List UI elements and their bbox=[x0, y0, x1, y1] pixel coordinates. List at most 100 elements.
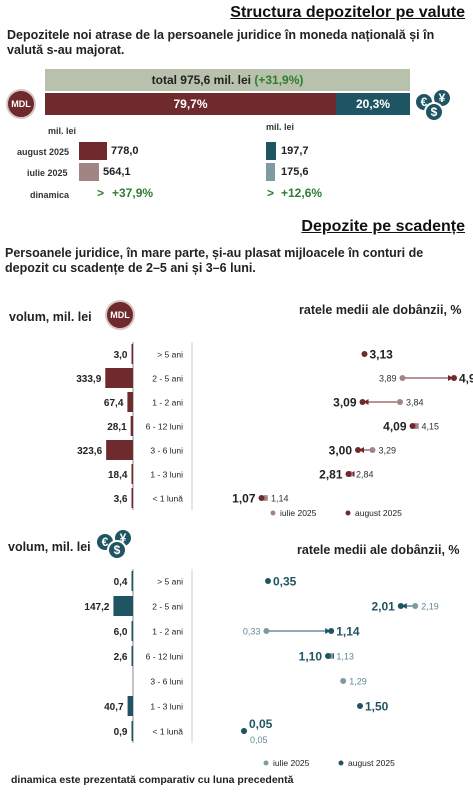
category-label: 1 - 2 ani bbox=[152, 627, 183, 637]
rate-label-iulie: 1,29 bbox=[349, 677, 367, 687]
fx-august-value: 197,7 bbox=[281, 145, 309, 157]
total-label: total 975,6 mil. lei bbox=[151, 73, 251, 87]
rate-label-august: 1,14 bbox=[336, 625, 360, 639]
volume-bar bbox=[131, 488, 133, 508]
category-label: 3 - 6 luni bbox=[150, 446, 183, 456]
volume-value-label: 28,1 bbox=[107, 422, 127, 433]
footnote: dinamica este prezentată comparativ cu l… bbox=[11, 774, 294, 786]
rate-dot-iulie bbox=[340, 678, 347, 684]
mdl-august-value: 778,0 bbox=[111, 145, 139, 157]
legend-label-iulie: iulie 2025 bbox=[280, 508, 317, 518]
volume-value-label: 67,4 bbox=[104, 398, 124, 409]
category-label: 1 - 3 luni bbox=[150, 470, 183, 480]
rate-change-arrowhead bbox=[363, 399, 369, 405]
volume-bar bbox=[131, 571, 133, 591]
rate-dot-august bbox=[451, 375, 457, 381]
legend-dot-iulie bbox=[270, 510, 276, 516]
rate-dot-august bbox=[359, 399, 366, 405]
legend-label-iulie: iulie 2025 bbox=[273, 758, 310, 768]
rate-dot-august bbox=[265, 578, 271, 584]
rate-label-iulie: 1,14 bbox=[271, 494, 289, 504]
category-label: 6 - 12 luni bbox=[146, 652, 183, 662]
mdl-unit: mil. lei bbox=[48, 126, 77, 136]
rate-label-august: 2,81 bbox=[319, 468, 343, 482]
section2-lead: Persoanele juridice, în mare parte, și-a… bbox=[5, 246, 424, 275]
rate-dot-august bbox=[325, 653, 331, 659]
volume-value-label: 3,6 bbox=[114, 494, 128, 505]
rate-label-august: 4,92 bbox=[459, 372, 473, 386]
legend-dot-august bbox=[345, 510, 351, 516]
volume-value-label: 6,0 bbox=[114, 627, 128, 638]
category-label: 1 - 2 ani bbox=[152, 398, 183, 408]
category-label: < 1 lună bbox=[153, 727, 184, 737]
mdl-share-segment: 79,7% bbox=[45, 93, 336, 115]
fx-volume-label: volum, mil. lei bbox=[8, 540, 91, 554]
fx-share-label: 20,3% bbox=[355, 97, 391, 111]
volume-bar bbox=[131, 621, 133, 641]
rate-dot-august bbox=[357, 703, 363, 709]
mdl-share-label: 79,7% bbox=[173, 97, 208, 111]
rate-dot-iulie bbox=[399, 375, 406, 381]
volume-bar bbox=[113, 596, 133, 616]
volume-value-label: 0,9 bbox=[114, 727, 128, 738]
dollar-coin-icon: $ bbox=[424, 102, 444, 122]
legend-dot-august bbox=[338, 760, 344, 766]
rate-change-arrowhead bbox=[325, 628, 331, 634]
volume-bar bbox=[131, 721, 133, 741]
row-label-iulie: iulie 2025 bbox=[27, 168, 68, 178]
rate-dot-iulie bbox=[369, 447, 376, 453]
fx-coins-icon-2: € ¥ $ bbox=[95, 528, 139, 562]
rate-label-iulie: 0,05 bbox=[250, 735, 268, 745]
fx-august-bar bbox=[266, 142, 276, 160]
volume-value-label: 323,6 bbox=[77, 446, 102, 457]
rate-label-iulie: 4,15 bbox=[422, 422, 440, 432]
fx-iulie-value: 175,6 bbox=[281, 166, 309, 178]
rate-label-august: 3,13 bbox=[370, 348, 394, 362]
legend-label-august: august 2025 bbox=[355, 508, 402, 518]
row-label-dinamica: dinamica bbox=[30, 190, 70, 200]
section1-title: Structura depozitelor pe valute bbox=[230, 4, 465, 21]
rate-change-arrowhead bbox=[359, 447, 364, 453]
rate-label-august: 1,07 bbox=[232, 492, 256, 506]
category-label: 6 - 12 luni bbox=[146, 422, 183, 432]
rate-label-iulie: 2,19 bbox=[421, 602, 439, 612]
rate-dot-august bbox=[258, 495, 265, 501]
mdl-maturity-chart: > 5 ani 3,0 3,13 2 - 5 ani 333,9 3,89 4,92 1 - … bbox=[76, 342, 473, 518]
category-label: > 5 ani bbox=[157, 350, 183, 360]
rate-dot-august bbox=[361, 351, 368, 357]
rate-label-iulie: 3,84 bbox=[406, 398, 424, 408]
rate-dot-august bbox=[241, 728, 247, 734]
fx-rates-title: ratele medii ale dobânzii, % bbox=[297, 543, 460, 557]
rate-label-iulie: 1,13 bbox=[336, 652, 354, 662]
rate-dot-iulie bbox=[397, 399, 403, 405]
mdl-dynamic-value: +37,9% bbox=[112, 186, 154, 200]
mdl-volume-label: volum, mil. lei bbox=[9, 310, 92, 324]
section1-lead: Depozitele noi atrase de la persoanele j… bbox=[7, 28, 435, 57]
row-label-august: august 2025 bbox=[17, 147, 70, 157]
total-bar: total 975,6 mil. lei (+31,9%) bbox=[45, 69, 410, 91]
category-label: 3 - 6 luni bbox=[150, 677, 183, 687]
rate-label-august: 1,50 bbox=[365, 700, 389, 714]
rate-dot-august bbox=[355, 447, 361, 453]
fx-share-segment: 20,3% bbox=[336, 93, 410, 115]
rate-label-iulie: 3,29 bbox=[379, 446, 397, 456]
volume-bar bbox=[106, 440, 133, 460]
rate-dot-iulie bbox=[412, 603, 419, 609]
mdl-iulie-value: 564,1 bbox=[103, 166, 131, 178]
fx-dynamic-value: +12,6% bbox=[281, 186, 323, 200]
fx-iulie-bar bbox=[266, 163, 275, 181]
volume-value-label: 2,6 bbox=[114, 652, 128, 663]
volume-value-label: 0,4 bbox=[114, 577, 128, 588]
rate-dot-iulie bbox=[263, 628, 270, 634]
volume-bar bbox=[127, 392, 133, 412]
rate-label-august: 2,01 bbox=[371, 600, 395, 614]
mdl-badge-2: MDL bbox=[105, 300, 135, 330]
section2-title: Depozite pe scadențe bbox=[301, 218, 465, 235]
volume-bar bbox=[131, 646, 133, 666]
rate-label-august: 0,35 bbox=[273, 575, 297, 589]
legend-label-august: august 2025 bbox=[348, 758, 395, 768]
mdl-august-bar bbox=[79, 142, 107, 160]
volume-value-label: 18,4 bbox=[108, 470, 128, 481]
rate-label-august: 3,00 bbox=[329, 444, 353, 458]
volume-bar bbox=[130, 416, 133, 436]
